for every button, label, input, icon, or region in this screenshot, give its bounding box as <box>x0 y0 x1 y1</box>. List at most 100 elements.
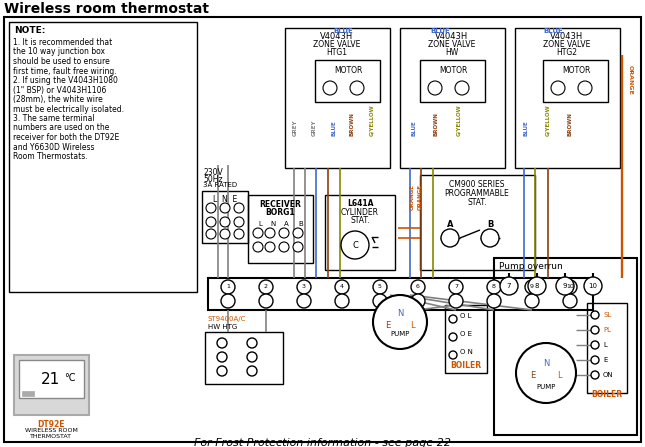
Text: 4: 4 <box>340 284 344 290</box>
Circle shape <box>563 294 577 308</box>
Circle shape <box>428 81 442 95</box>
Circle shape <box>279 228 289 238</box>
Circle shape <box>411 280 425 294</box>
Text: A: A <box>284 221 289 227</box>
Circle shape <box>253 242 263 252</box>
Circle shape <box>265 228 275 238</box>
Text: 3. The same terminal: 3. The same terminal <box>13 114 95 123</box>
Circle shape <box>591 311 599 319</box>
Text: MOTOR: MOTOR <box>562 66 590 75</box>
Text: MOTOR: MOTOR <box>439 66 467 75</box>
Circle shape <box>234 203 244 213</box>
Text: 3: 3 <box>302 284 306 290</box>
Text: BLUE: BLUE <box>331 120 336 136</box>
Text: BOILER: BOILER <box>450 361 482 370</box>
Text: 10: 10 <box>588 283 597 289</box>
Text: G/YELLOW: G/YELLOW <box>456 104 461 136</box>
Circle shape <box>516 343 576 403</box>
Text: 9: 9 <box>530 284 534 290</box>
Text: 50Hz: 50Hz <box>203 175 223 184</box>
Circle shape <box>253 228 263 238</box>
Text: For Frost Protection information - see page 22: For Frost Protection information - see p… <box>194 438 450 447</box>
Circle shape <box>525 280 539 294</box>
Circle shape <box>293 228 303 238</box>
Bar <box>420 175 535 270</box>
Circle shape <box>220 217 230 227</box>
Circle shape <box>591 371 599 379</box>
Text: ZONE VALVE: ZONE VALVE <box>313 40 361 49</box>
Circle shape <box>481 229 499 247</box>
Circle shape <box>221 280 235 294</box>
Text: BLUE: BLUE <box>543 28 562 34</box>
Text: RECEIVER: RECEIVER <box>259 200 301 209</box>
Text: L: L <box>557 371 561 380</box>
Text: SL: SL <box>603 312 611 318</box>
Circle shape <box>373 280 387 294</box>
Text: V4043H: V4043H <box>550 32 584 41</box>
Text: °C: °C <box>64 373 75 383</box>
Text: should be used to ensure: should be used to ensure <box>13 57 110 66</box>
Text: and Y6630D Wireless: and Y6630D Wireless <box>13 143 95 152</box>
Circle shape <box>206 217 216 227</box>
Text: Pump overrun: Pump overrun <box>499 262 562 271</box>
Text: ORANGE: ORANGE <box>628 65 633 95</box>
Circle shape <box>259 280 273 294</box>
Circle shape <box>323 81 337 95</box>
Text: THERMOSTAT: THERMOSTAT <box>30 434 72 439</box>
Circle shape <box>206 203 216 213</box>
Bar <box>285 28 390 168</box>
Text: must be electrically isolated.: must be electrically isolated. <box>13 105 124 114</box>
Circle shape <box>220 229 230 239</box>
Text: 8: 8 <box>535 283 539 289</box>
Text: BORG1: BORG1 <box>265 208 295 217</box>
Bar <box>325 195 395 270</box>
Text: L: L <box>410 320 414 329</box>
Text: B: B <box>487 220 493 229</box>
Text: first time, fault free wiring.: first time, fault free wiring. <box>13 67 117 76</box>
Bar <box>543 60 608 102</box>
Text: 7: 7 <box>454 284 458 290</box>
Circle shape <box>221 294 235 308</box>
Text: 7: 7 <box>507 283 511 289</box>
Text: 2: 2 <box>264 284 268 290</box>
Text: N: N <box>543 358 549 367</box>
Circle shape <box>449 294 463 308</box>
Text: E: E <box>385 320 391 329</box>
Circle shape <box>297 294 311 308</box>
Circle shape <box>411 294 425 308</box>
Circle shape <box>217 338 227 348</box>
Text: BLUE: BLUE <box>523 120 528 136</box>
Bar <box>420 60 485 102</box>
Circle shape <box>373 295 427 349</box>
Circle shape <box>265 242 275 252</box>
Text: BLUE: BLUE <box>333 28 353 34</box>
Circle shape <box>487 280 501 294</box>
Text: HTG1: HTG1 <box>326 48 348 57</box>
Circle shape <box>350 81 364 95</box>
Circle shape <box>441 229 459 247</box>
Circle shape <box>234 229 244 239</box>
Circle shape <box>455 81 469 95</box>
Text: CYLINDER: CYLINDER <box>341 208 379 217</box>
Circle shape <box>234 217 244 227</box>
Circle shape <box>528 277 546 295</box>
Circle shape <box>449 280 463 294</box>
Bar <box>14 355 89 415</box>
Bar <box>19 360 84 398</box>
Text: L  N  E: L N E <box>213 195 237 204</box>
Text: receiver for both the DT92E: receiver for both the DT92E <box>13 133 119 142</box>
Circle shape <box>525 294 539 308</box>
Text: 230V: 230V <box>203 168 223 177</box>
Text: the 10 way junction box: the 10 way junction box <box>13 47 105 56</box>
Text: 5: 5 <box>378 284 382 290</box>
Text: HW: HW <box>446 48 459 57</box>
Text: ZONE VALVE: ZONE VALVE <box>428 40 476 49</box>
Text: G/YELLOW: G/YELLOW <box>545 104 550 136</box>
Circle shape <box>247 338 257 348</box>
Circle shape <box>279 242 289 252</box>
Bar <box>208 278 593 310</box>
Circle shape <box>449 315 457 323</box>
Bar <box>315 60 380 102</box>
Text: HTG2: HTG2 <box>557 48 577 57</box>
Text: 3A RATED: 3A RATED <box>203 182 237 188</box>
